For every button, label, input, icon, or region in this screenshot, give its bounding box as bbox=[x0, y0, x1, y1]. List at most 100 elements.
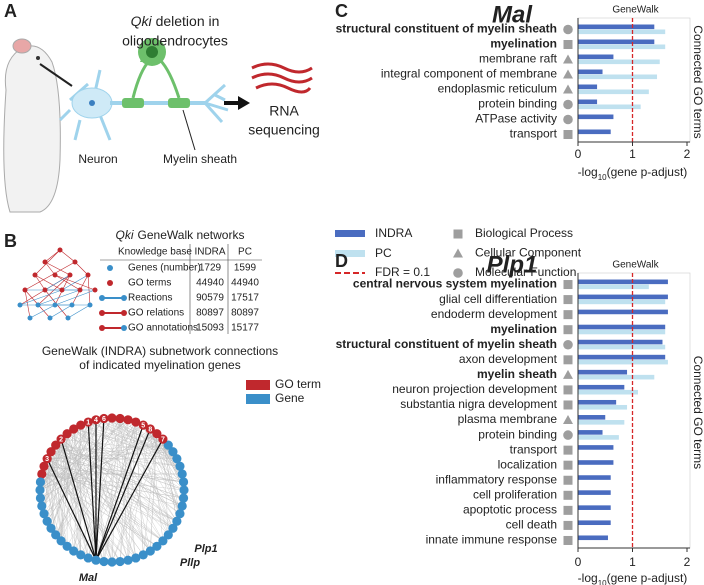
category-label: structural constituent of myelin sheath bbox=[336, 22, 557, 36]
icon-node bbox=[52, 272, 58, 278]
icon-edge bbox=[29, 304, 56, 319]
table-cell: Genes (number) bbox=[128, 263, 201, 274]
network-edge bbox=[60, 433, 68, 541]
network-edge bbox=[55, 444, 164, 542]
highlight-edge bbox=[60, 438, 97, 561]
network-edge bbox=[143, 425, 184, 483]
subtitle: of indicated myelination genes bbox=[79, 358, 240, 372]
category-label: apoptotic process bbox=[463, 503, 557, 517]
icon-node bbox=[77, 287, 83, 293]
chart-header: GeneWalk bbox=[612, 260, 659, 271]
x-axis-label: -log10(gene p-adjust) bbox=[578, 571, 688, 585]
go-type-icon bbox=[563, 295, 573, 305]
table-cell: 90579 bbox=[196, 293, 224, 304]
network-edge bbox=[60, 422, 89, 541]
table-header: PC bbox=[238, 247, 252, 258]
network-node bbox=[46, 523, 56, 533]
chart-header: GeneWalk bbox=[612, 5, 659, 16]
category-label: structural constituent of myelin sheath bbox=[336, 337, 557, 351]
network-node bbox=[178, 477, 189, 487]
row-glyph bbox=[121, 325, 127, 331]
network-edge bbox=[103, 418, 178, 522]
go-type-icon bbox=[563, 355, 573, 365]
legend-label: FDR = 0.1 bbox=[375, 265, 430, 279]
network-edge bbox=[41, 419, 97, 507]
icon-edge bbox=[37, 289, 81, 306]
network-node bbox=[177, 469, 187, 479]
table-cell: GO terms bbox=[128, 278, 171, 289]
network-node bbox=[107, 413, 117, 423]
category-label: cell proliferation bbox=[473, 487, 557, 501]
title-text: deletion in bbox=[156, 13, 220, 29]
network-edge bbox=[50, 451, 164, 542]
gene-name: Qki bbox=[131, 13, 153, 29]
icon-edge bbox=[19, 289, 63, 306]
network-node bbox=[91, 415, 101, 425]
table-cell: 1729 bbox=[199, 263, 222, 274]
category-label: localization bbox=[498, 457, 557, 471]
legend-label: Cellular Component bbox=[475, 246, 582, 260]
category-label: integral component of membrane bbox=[381, 67, 557, 81]
icon-edge bbox=[34, 274, 63, 291]
category-label: protein binding bbox=[478, 427, 557, 441]
icon-node bbox=[65, 315, 71, 321]
node-number: 7 bbox=[161, 436, 165, 443]
icon-node bbox=[92, 287, 98, 293]
category-label: myelination bbox=[490, 322, 557, 336]
bar bbox=[578, 404, 628, 410]
go-type-icon bbox=[563, 415, 573, 425]
legend-label: Molecular Function bbox=[475, 265, 576, 279]
network-node bbox=[37, 469, 47, 479]
network-node bbox=[138, 420, 148, 430]
network-edge bbox=[162, 439, 169, 535]
node-number: 2 bbox=[59, 436, 63, 443]
category-label: myelination bbox=[490, 37, 557, 51]
network-node bbox=[62, 429, 72, 439]
panel-letter: B bbox=[4, 231, 17, 251]
network-node bbox=[152, 541, 162, 551]
subtitle: GeneWalk (INDRA) subnetwork connections bbox=[42, 344, 278, 358]
category-label: innate immune response bbox=[426, 533, 558, 547]
rna-label: sequencing bbox=[248, 122, 320, 138]
network-node bbox=[179, 485, 189, 495]
icon-node bbox=[59, 287, 65, 293]
category-label: transport bbox=[510, 442, 558, 456]
network-edge bbox=[55, 444, 185, 491]
network-edge bbox=[73, 428, 177, 459]
network-edge bbox=[43, 466, 81, 555]
network-node bbox=[163, 440, 173, 450]
bar bbox=[578, 359, 668, 365]
category-label: central nervous system myelination bbox=[353, 277, 557, 291]
gene-label: Plp1 bbox=[194, 543, 217, 555]
network-node bbox=[42, 454, 52, 464]
category-label: axon development bbox=[459, 352, 558, 366]
network-node bbox=[178, 493, 189, 503]
x-axis-label-part: -log bbox=[578, 165, 598, 179]
network-edge bbox=[43, 445, 56, 514]
table-cell: 80897 bbox=[231, 308, 259, 319]
icon-node bbox=[42, 259, 48, 265]
x-axis-label-part: (gene p-adjust) bbox=[607, 165, 688, 179]
network-node bbox=[172, 454, 182, 464]
panel-letter: C bbox=[335, 1, 348, 21]
network-edge bbox=[55, 445, 121, 562]
network-edge bbox=[43, 466, 136, 559]
bar bbox=[578, 435, 619, 440]
bar bbox=[578, 59, 660, 65]
table-cell: 1599 bbox=[234, 263, 257, 274]
network-edge bbox=[41, 473, 184, 499]
row-glyph bbox=[99, 325, 105, 331]
highlight-edge bbox=[95, 438, 164, 561]
network-edge bbox=[41, 473, 89, 559]
legend-swatch bbox=[246, 394, 270, 404]
network-edge bbox=[73, 429, 89, 558]
node-number: 4 bbox=[94, 417, 98, 424]
category-label: endoplasmic reticulum bbox=[438, 82, 557, 96]
bar bbox=[578, 104, 641, 110]
y-axis-label: Connected GO terms bbox=[691, 25, 704, 138]
x-axis-label-part: 10 bbox=[598, 173, 607, 182]
rna-label: RNA bbox=[269, 103, 299, 119]
network-node bbox=[99, 556, 109, 567]
